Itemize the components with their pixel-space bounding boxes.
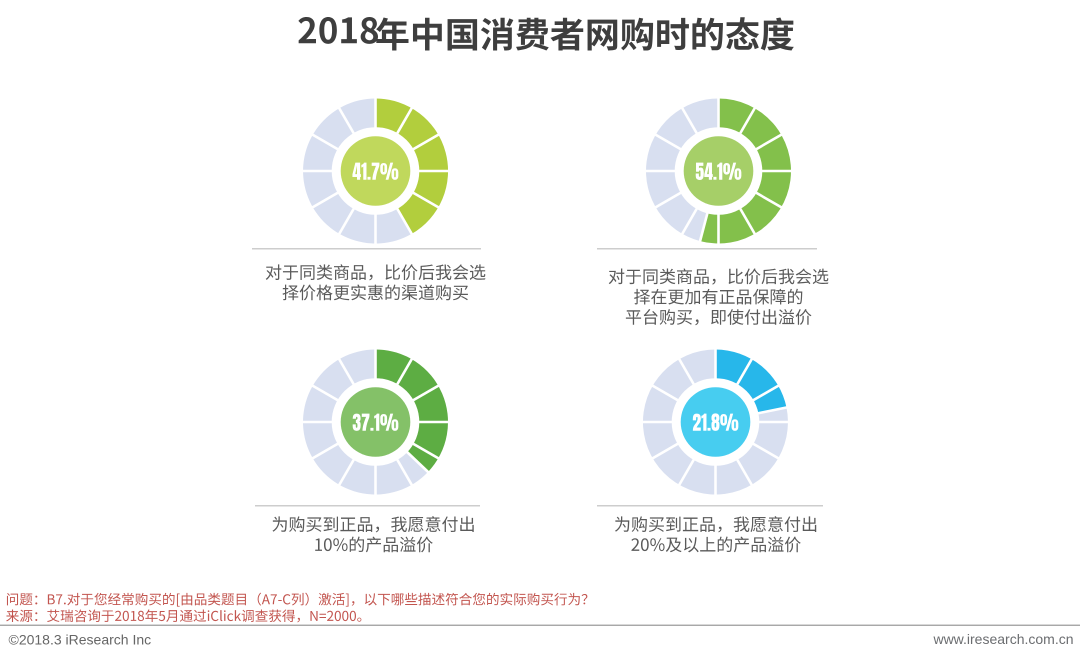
svg-text:©2018.3 iResearch Inc: ©2018.3 iResearch Inc [9, 632, 152, 648]
svg-text:www.iresearch.com.cn: www.iresearch.com.cn [932, 631, 1073, 647]
